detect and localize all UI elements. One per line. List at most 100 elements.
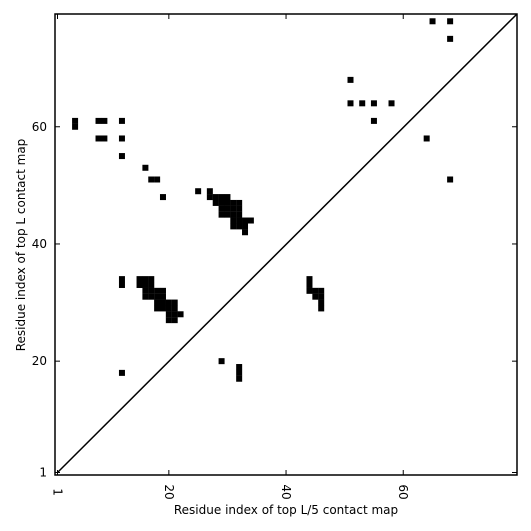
contact-point (159, 299, 166, 306)
contact-point (118, 135, 125, 142)
contact-point (230, 205, 237, 212)
contact-point (423, 135, 430, 142)
contact-point (118, 153, 125, 160)
contact-point (224, 211, 231, 218)
contact-point (142, 287, 149, 294)
contact-point (318, 305, 325, 312)
contact-point (230, 223, 237, 230)
contact-point (148, 293, 155, 300)
contact-point (218, 205, 225, 212)
contact-point (388, 100, 395, 107)
contact-point (236, 199, 243, 206)
contact-point (165, 305, 172, 312)
contact-point (218, 211, 225, 218)
contact-point (312, 293, 319, 300)
contact-point (142, 164, 149, 171)
contact-point (177, 311, 184, 318)
contact-point (206, 188, 213, 195)
y-tick-label: 40 (32, 237, 47, 251)
contact-point (154, 299, 161, 306)
contact-point (247, 217, 254, 224)
contact-point (171, 311, 178, 318)
contact-points (72, 18, 454, 382)
contact-point (306, 281, 313, 288)
contact-point (370, 100, 377, 107)
contact-point (195, 188, 202, 195)
contact-point (165, 299, 172, 306)
contact-point (236, 364, 243, 371)
contact-point (154, 287, 161, 294)
contact-point (318, 299, 325, 306)
contact-point (136, 276, 143, 283)
contact-point (242, 217, 249, 224)
contact-point (318, 293, 325, 300)
contact-point (118, 281, 125, 288)
contact-point (206, 194, 213, 201)
contact-point (171, 299, 178, 306)
x-tick-label: 40 (279, 484, 293, 499)
contact-point (165, 311, 172, 318)
axis-ticks: 1 20 40 60 1 20 40 60 (32, 14, 517, 500)
contact-point (148, 281, 155, 288)
contact-point (148, 287, 155, 294)
contact-point (148, 176, 155, 183)
contact-point (318, 287, 325, 294)
contact-point (159, 287, 166, 294)
contact-point (154, 293, 161, 300)
contact-point (218, 199, 225, 206)
contact-point (447, 18, 454, 25)
y-axis-label: Residue index of top L contact map (14, 139, 28, 352)
contact-point (148, 276, 155, 283)
contact-point (218, 194, 225, 201)
contact-point (154, 176, 161, 183)
contact-point (224, 205, 231, 212)
contact-point (347, 100, 354, 107)
contact-point (101, 117, 108, 124)
contact-point (347, 76, 354, 83)
x-tick-label: 60 (396, 484, 410, 499)
contact-point (218, 358, 225, 365)
contact-point (142, 293, 149, 300)
contact-point (306, 276, 313, 283)
contact-point (312, 287, 319, 294)
contact-point (101, 135, 108, 142)
contact-point (359, 100, 366, 107)
contact-point (95, 117, 102, 124)
contact-point (370, 117, 377, 124)
contact-point (142, 276, 149, 283)
contact-point (142, 281, 149, 288)
contact-point (230, 199, 237, 206)
contact-point (230, 211, 237, 218)
contact-point (236, 217, 243, 224)
contact-point (230, 217, 237, 224)
contact-point (236, 205, 243, 212)
y-tick-label: 1 (39, 466, 47, 480)
contact-point (159, 293, 166, 300)
diagonal-line (56, 13, 518, 474)
contact-point (242, 223, 249, 230)
contact-point (118, 117, 125, 124)
x-axis-label: Residue index of top L/5 contact map (174, 503, 398, 517)
contact-point (429, 18, 436, 25)
contact-point (154, 305, 161, 312)
contact-point (306, 287, 313, 294)
contact-point (236, 369, 243, 376)
y-tick-label: 20 (32, 354, 47, 368)
x-tick-label: 1 (51, 488, 65, 496)
contact-point (447, 35, 454, 42)
contact-point (165, 317, 172, 324)
contact-point (136, 281, 143, 288)
contact-point (72, 123, 79, 130)
contact-point (118, 369, 125, 376)
contact-point (159, 194, 166, 201)
y-tick-label: 60 (32, 120, 47, 134)
contact-point (212, 194, 219, 201)
contact-point (242, 229, 249, 236)
x-tick-label: 20 (162, 484, 176, 499)
contact-point (72, 117, 79, 124)
contact-point (212, 199, 219, 206)
contact-point (236, 223, 243, 230)
contact-point (447, 176, 454, 183)
plot-area (54, 13, 518, 476)
